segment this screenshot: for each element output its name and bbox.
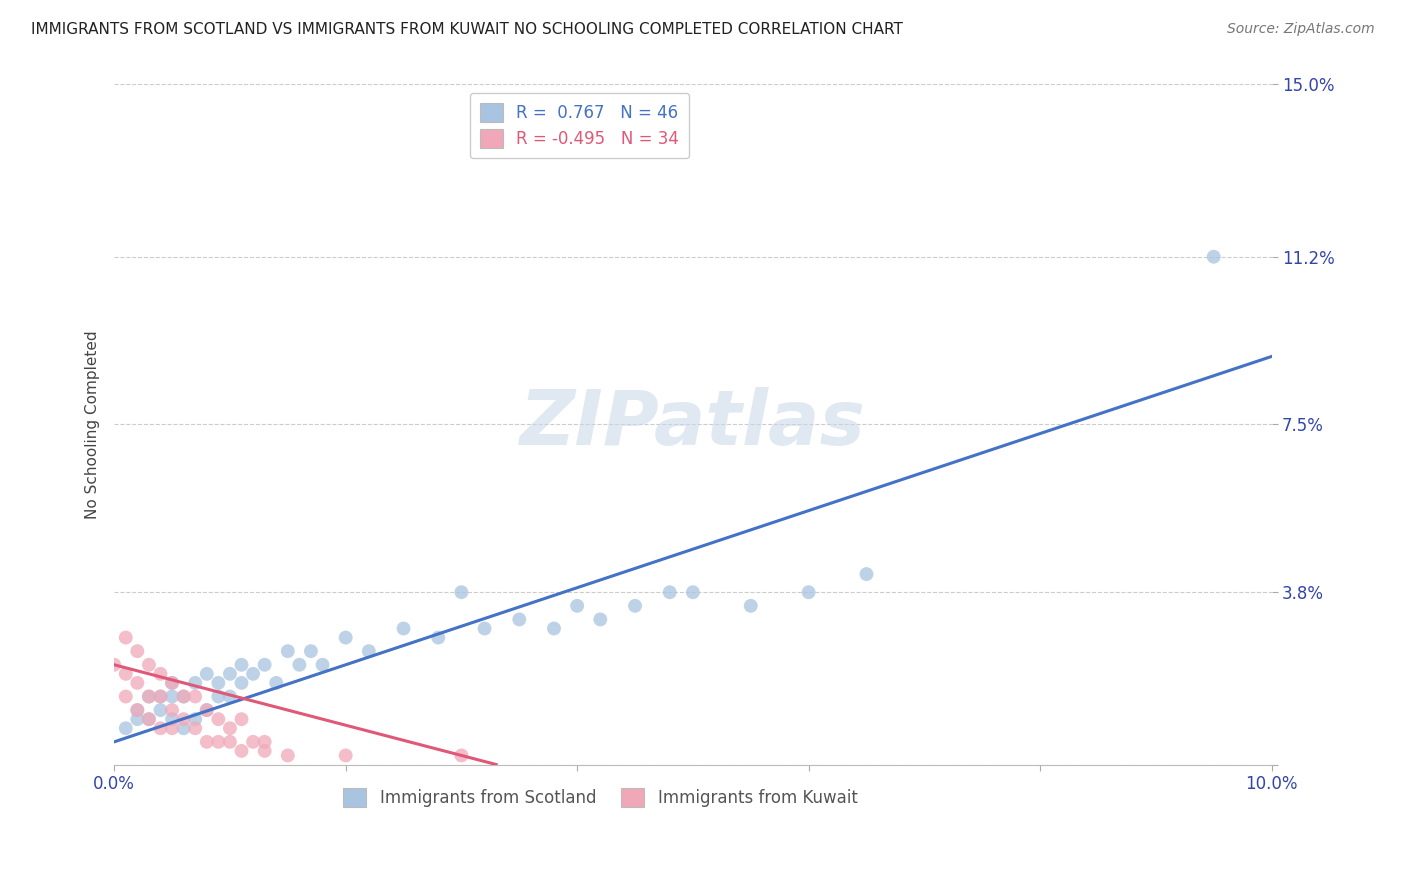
- Point: [474, 622, 496, 636]
- Point: [207, 676, 229, 690]
- Point: [231, 744, 253, 758]
- Point: [219, 666, 242, 681]
- Point: [624, 599, 647, 613]
- Point: [114, 721, 136, 735]
- Point: [253, 744, 276, 758]
- Point: [264, 676, 287, 690]
- Point: [589, 612, 612, 626]
- Point: [357, 644, 380, 658]
- Point: [173, 721, 195, 735]
- Point: [127, 703, 149, 717]
- Point: [311, 657, 333, 672]
- Point: [138, 690, 160, 704]
- Point: [207, 690, 229, 704]
- Point: [114, 666, 136, 681]
- Point: [160, 676, 183, 690]
- Point: [184, 712, 207, 726]
- Point: [253, 735, 276, 749]
- Point: [138, 657, 160, 672]
- Y-axis label: No Schooling Completed: No Schooling Completed: [86, 330, 100, 519]
- Point: [231, 657, 253, 672]
- Point: [855, 567, 877, 582]
- Point: [335, 748, 357, 763]
- Text: IMMIGRANTS FROM SCOTLAND VS IMMIGRANTS FROM KUWAIT NO SCHOOLING COMPLETED CORREL: IMMIGRANTS FROM SCOTLAND VS IMMIGRANTS F…: [31, 22, 903, 37]
- Point: [127, 703, 149, 717]
- Point: [242, 666, 264, 681]
- Point: [508, 612, 530, 626]
- Point: [195, 703, 218, 717]
- Point: [127, 676, 149, 690]
- Point: [219, 690, 242, 704]
- Point: [127, 712, 149, 726]
- Point: [173, 690, 195, 704]
- Point: [149, 690, 172, 704]
- Point: [565, 599, 588, 613]
- Point: [160, 690, 183, 704]
- Point: [103, 657, 125, 672]
- Point: [450, 748, 472, 763]
- Point: [207, 735, 229, 749]
- Point: [114, 631, 136, 645]
- Point: [138, 690, 160, 704]
- Text: Source: ZipAtlas.com: Source: ZipAtlas.com: [1227, 22, 1375, 37]
- Point: [335, 631, 357, 645]
- Point: [450, 585, 472, 599]
- Point: [184, 690, 207, 704]
- Point: [392, 622, 415, 636]
- Point: [149, 690, 172, 704]
- Point: [682, 585, 704, 599]
- Point: [195, 666, 218, 681]
- Point: [277, 748, 299, 763]
- Point: [173, 712, 195, 726]
- Point: [184, 721, 207, 735]
- Point: [740, 599, 762, 613]
- Point: [160, 712, 183, 726]
- Point: [114, 690, 136, 704]
- Point: [138, 712, 160, 726]
- Point: [231, 676, 253, 690]
- Text: ZIPatlas: ZIPatlas: [520, 387, 866, 461]
- Point: [184, 676, 207, 690]
- Point: [207, 712, 229, 726]
- Point: [138, 712, 160, 726]
- Point: [797, 585, 820, 599]
- Point: [160, 676, 183, 690]
- Point: [253, 657, 276, 672]
- Point: [149, 721, 172, 735]
- Point: [219, 721, 242, 735]
- Point: [173, 690, 195, 704]
- Point: [127, 644, 149, 658]
- Point: [299, 644, 322, 658]
- Point: [219, 735, 242, 749]
- Point: [149, 703, 172, 717]
- Legend: Immigrants from Scotland, Immigrants from Kuwait: Immigrants from Scotland, Immigrants fro…: [336, 781, 865, 814]
- Point: [543, 622, 565, 636]
- Point: [149, 666, 172, 681]
- Point: [160, 721, 183, 735]
- Point: [195, 735, 218, 749]
- Point: [427, 631, 450, 645]
- Point: [277, 644, 299, 658]
- Point: [231, 712, 253, 726]
- Point: [242, 735, 264, 749]
- Point: [288, 657, 311, 672]
- Point: [1202, 250, 1225, 264]
- Point: [195, 703, 218, 717]
- Point: [160, 703, 183, 717]
- Point: [658, 585, 681, 599]
